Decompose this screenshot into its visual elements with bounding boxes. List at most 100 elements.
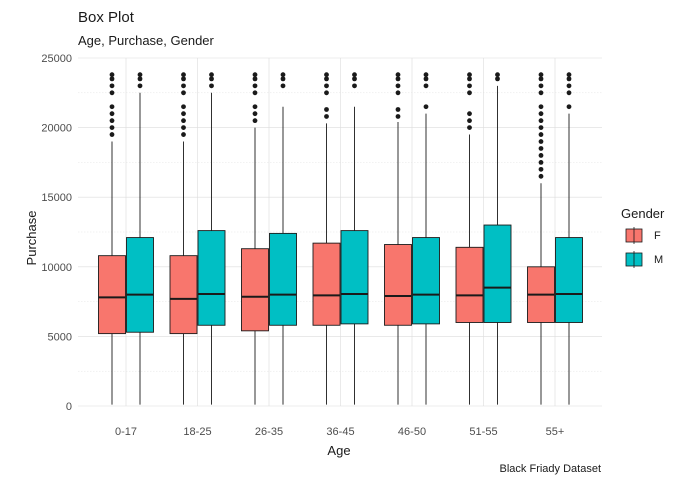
outlier-point — [252, 104, 258, 110]
outlier-point — [252, 111, 258, 117]
outlier-point — [538, 111, 544, 117]
outlier-point — [352, 72, 357, 78]
box-iqr — [312, 242, 341, 326]
outlier-point — [538, 166, 544, 172]
box-M-55+ — [555, 72, 583, 405]
y-axis-title: Purchase — [24, 211, 39, 266]
outlier-point — [137, 76, 143, 82]
x-axis-ticks: 0-17 18-25 26-35 36-45 46-50 51-55 55+ — [115, 426, 564, 438]
outlier-point — [467, 90, 472, 96]
y-axis-ticks: 0 5000 10000 15000 20000 25000 — [41, 53, 72, 413]
y-tick-label: 10000 — [41, 262, 72, 274]
outlier-point — [352, 83, 357, 89]
box-M-36-45 — [340, 72, 369, 405]
outlier-point — [538, 72, 544, 78]
outlier-point — [566, 90, 572, 96]
x-tick-label: 0-17 — [115, 426, 137, 438]
outlier-point — [324, 90, 329, 96]
outlier-point — [109, 118, 115, 124]
grid-lines — [78, 57, 602, 407]
outlier-point — [137, 83, 143, 89]
outlier-point — [181, 76, 186, 82]
outlier-point — [324, 114, 329, 119]
x-tick-label: 46-50 — [398, 426, 426, 438]
box-iqr — [197, 230, 226, 326]
legend: Gender FM — [621, 206, 665, 268]
x-tick-label: 51-55 — [469, 426, 497, 438]
outlier-point — [109, 104, 115, 110]
box-F-0-17 — [98, 72, 126, 405]
outlier-point — [395, 90, 401, 96]
outlier-point — [538, 83, 544, 89]
legend-title: Gender — [621, 206, 665, 221]
outlier-point — [566, 72, 572, 78]
outlier-point — [423, 104, 429, 110]
box-F-51-55 — [455, 72, 484, 405]
outlier-point — [423, 72, 429, 78]
outlier-point — [109, 125, 115, 130]
outlier-point — [181, 90, 186, 96]
outlier-point — [280, 72, 286, 78]
box-F-46-50 — [384, 72, 412, 405]
outlier-point — [423, 83, 429, 89]
outlier-point — [467, 76, 472, 82]
y-tick-label: 0 — [66, 401, 72, 413]
legend-item-M: M — [625, 251, 663, 268]
chart-title: Box Plot — [78, 9, 135, 26]
outlier-point — [538, 173, 544, 179]
outlier-point — [181, 132, 186, 137]
outlier-point — [324, 76, 329, 82]
x-tick-label: 55+ — [546, 426, 565, 438]
outlier-point — [538, 104, 544, 110]
box-iqr — [384, 244, 412, 326]
outlier-point — [538, 139, 544, 144]
box-iqr — [126, 237, 154, 333]
box-iqr — [483, 224, 512, 323]
outlier-point — [495, 72, 500, 78]
outlier-point — [109, 72, 115, 78]
outlier-point — [538, 118, 544, 124]
outlier-point — [538, 132, 544, 137]
outlier-point — [566, 104, 572, 110]
outlier-point — [181, 111, 186, 117]
outlier-point — [252, 72, 258, 78]
outlier-point — [252, 90, 258, 96]
outlier-point — [395, 114, 401, 119]
outlier-point — [209, 72, 214, 78]
outlier-point — [109, 132, 115, 137]
y-tick-label: 20000 — [41, 123, 72, 135]
outlier-point — [538, 76, 544, 82]
box-F-36-45 — [312, 72, 341, 405]
outlier-point — [467, 83, 472, 89]
outlier-point — [495, 76, 500, 82]
box-iqr — [555, 237, 583, 323]
outlier-point — [395, 76, 401, 82]
outlier-point — [209, 76, 214, 82]
box-iqr — [98, 255, 126, 335]
outlier-point — [467, 111, 472, 117]
box-series — [98, 72, 583, 405]
x-tick-label: 26-35 — [255, 426, 283, 438]
outlier-point — [467, 72, 472, 78]
outlier-point — [467, 125, 472, 130]
outlier-point — [324, 107, 329, 112]
outlier-point — [395, 107, 401, 112]
legend-label: F — [654, 230, 661, 242]
outlier-point — [395, 72, 401, 78]
x-axis-title: Age — [327, 443, 350, 458]
box-iqr — [241, 248, 269, 332]
outlier-point — [538, 146, 544, 151]
outlier-point — [538, 90, 544, 96]
legend-item-F: F — [625, 227, 661, 244]
outlier-point — [566, 76, 572, 82]
outlier-point — [324, 72, 329, 78]
outlier-point — [538, 153, 544, 158]
outlier-point — [181, 118, 186, 124]
box-M-0-17 — [126, 72, 154, 405]
chart-subtitle: Age, Purchase, Gender — [78, 33, 215, 48]
outlier-point — [538, 160, 544, 165]
x-tick-label: 36-45 — [326, 426, 354, 438]
outlier-point — [395, 83, 401, 89]
outlier-point — [252, 83, 258, 89]
